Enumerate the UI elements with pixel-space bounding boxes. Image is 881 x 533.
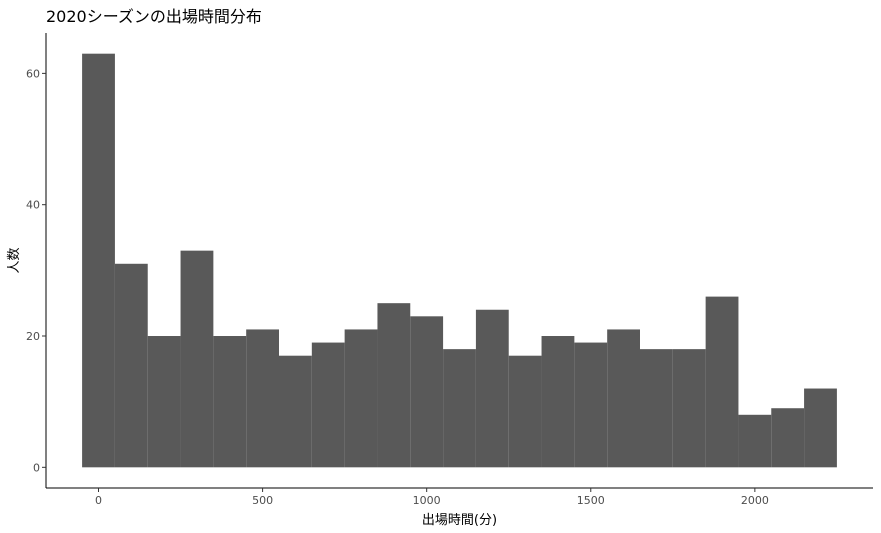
- chart-title: 2020シーズンの出場時間分布: [46, 7, 262, 26]
- histogram-bar: [410, 316, 444, 468]
- y-tick-label: 20: [26, 330, 40, 343]
- histogram-bar: [377, 303, 411, 468]
- y-tick-label: 60: [26, 67, 40, 80]
- histogram-bar: [311, 342, 345, 468]
- histogram-bar: [738, 414, 772, 468]
- histogram-bar: [344, 329, 378, 468]
- histogram-bar: [607, 329, 640, 468]
- histogram-bar: [672, 349, 706, 468]
- histogram-bar: [574, 342, 608, 468]
- histogram-bar: [541, 336, 575, 468]
- x-tick-label: 2000: [741, 494, 769, 507]
- histogram-bar: [508, 355, 542, 468]
- histogram-bar: [180, 250, 214, 468]
- y-tick-label: 40: [26, 199, 40, 212]
- histogram-bar: [213, 336, 247, 468]
- x-tick-label: 0: [95, 494, 102, 507]
- x-axis-ticks: 0 500 1000 1500 2000: [95, 488, 769, 507]
- histogram-bar: [82, 53, 115, 468]
- y-axis-label: 人数: [7, 247, 22, 273]
- histogram-bar: [771, 408, 805, 468]
- histogram-bar: [147, 336, 181, 468]
- histogram-bar: [639, 349, 673, 468]
- x-tick-label: 500: [252, 494, 273, 507]
- histogram-bar: [705, 296, 739, 468]
- y-axis-ticks: 0 20 40 60: [26, 67, 46, 474]
- histogram-bar: [279, 355, 312, 468]
- x-tick-label: 1000: [413, 494, 441, 507]
- histogram-bar: [246, 329, 280, 468]
- histogram-bar: [475, 309, 509, 468]
- bars-group: [82, 53, 837, 468]
- y-tick-label: 0: [33, 461, 40, 474]
- histogram-bar: [114, 263, 148, 468]
- x-tick-label: 1500: [577, 494, 605, 507]
- histogram-bar: [804, 388, 837, 468]
- x-axis-label: 出場時間(分): [422, 513, 497, 528]
- histogram-bar: [443, 349, 476, 468]
